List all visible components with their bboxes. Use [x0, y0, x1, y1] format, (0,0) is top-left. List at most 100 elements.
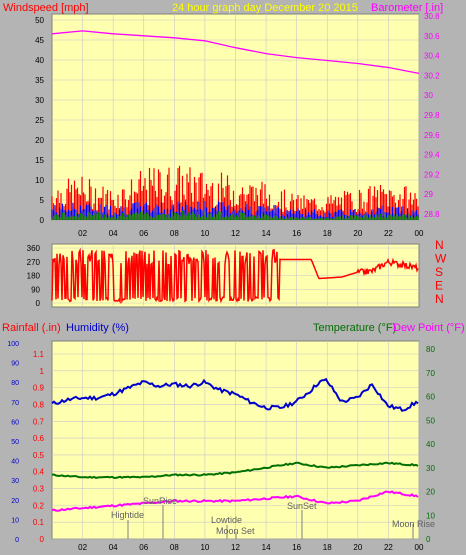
wind-tick: 15: [35, 156, 44, 165]
barometer-label: Barometer [.in]: [371, 2, 443, 14]
x-tick: 18: [323, 543, 332, 552]
direction-axis-ticks: 360 270 180 90 0: [27, 244, 41, 308]
wind-tick: 30: [35, 96, 44, 105]
wind-tick: 35: [35, 76, 44, 85]
rainfall-tick: 1: [40, 367, 45, 376]
x-tick: 00: [415, 229, 424, 238]
temperature-tick: 70: [426, 369, 435, 378]
humidity-tick: 20: [11, 498, 19, 505]
barometer-tick: 30.6: [424, 32, 440, 41]
x-tick: 00: [415, 543, 424, 552]
humidity-tick: 70: [11, 400, 19, 407]
rainfall-tick: 0.9: [33, 384, 45, 393]
wind-tick: 5: [40, 196, 45, 205]
compass-label: N: [435, 238, 444, 252]
rainfall-tick: 0.6: [33, 434, 45, 443]
humidity-tick: 30: [11, 478, 19, 485]
temperature-tick: 10: [426, 511, 435, 520]
rainfall-axis-ticks: 1.1 1 0.9 0.8 0.7 0.6 0.5 0.4 0.3 0.2 0.1 0: [33, 350, 45, 544]
x-tick: 02: [78, 543, 87, 552]
humidity-line: [51, 377, 419, 412]
x-tick: 16: [292, 229, 301, 238]
temperature-tick: 80: [426, 345, 435, 354]
temperature-tick: 0: [426, 535, 431, 544]
x-tick: 04: [109, 543, 118, 552]
compass-label: N: [435, 292, 444, 306]
x-tick: 14: [262, 229, 271, 238]
temperature-tick: 50: [426, 416, 435, 425]
bottom-x-axis-ticks: 02 04 06 08 10 12 14 16 18 20 22 00: [78, 543, 424, 552]
wind-tick: 45: [35, 36, 44, 45]
barometer-line: [51, 30, 420, 75]
wind-grid: [52, 14, 420, 221]
rainfall-tick: 0.8: [33, 400, 45, 409]
sunrise-label: SunRise: [143, 496, 177, 506]
humidity-label: Humidity (%): [66, 322, 129, 334]
dewpoint-label: Dew Point (°F): [393, 322, 465, 334]
x-tick: 06: [139, 229, 148, 238]
barometer-tick: 30: [424, 91, 433, 100]
x-tick: 06: [139, 543, 148, 552]
barometer-tick: 29.8: [424, 111, 440, 120]
x-tick: 20: [353, 229, 362, 238]
barometer-tick: 28.8: [424, 210, 440, 219]
x-tick: 08: [170, 229, 179, 238]
direction-line: [51, 247, 419, 305]
x-tick: 10: [200, 543, 209, 552]
wind-bars: [51, 165, 419, 220]
x-tick: 02: [78, 229, 87, 238]
rainfall-tick: 0.7: [33, 417, 45, 426]
temperature-line: [51, 461, 419, 479]
rainfall-tick: 0.1: [33, 518, 45, 527]
wind-tick: 0: [40, 216, 45, 225]
x-tick: 04: [109, 229, 118, 238]
barometer-tick: 29: [424, 190, 433, 199]
humidity-tick: 60: [11, 419, 19, 426]
top-x-axis-ticks: 02 04 06 08 10 12 14 16 18 20 22 00: [78, 229, 424, 238]
humidity-tick: 90: [11, 361, 19, 368]
hightide-label: Hightide: [111, 510, 144, 520]
temperature-tick: 20: [426, 488, 435, 497]
x-tick: 08: [170, 543, 179, 552]
barometer-tick: 29.2: [424, 170, 440, 179]
temperature-tick: 30: [426, 464, 435, 473]
x-tick: 22: [384, 229, 393, 238]
direction-tick: 360: [27, 244, 41, 253]
barometer-tick: 30.8: [424, 12, 440, 21]
rainfall-tick: 1.1: [33, 350, 45, 359]
lowtide-label: Lowtide: [211, 515, 242, 525]
wind-tick: 40: [35, 56, 44, 65]
humidity-tick: 40: [11, 459, 19, 466]
moonrise-label: Moon Rise: [392, 519, 435, 529]
barometer-axis-ticks: 30.8 30.6 30.4 30.2 30 29.8 29.6 29.4 29.2 29 28.8: [424, 12, 440, 219]
rainfall-tick: 0: [40, 535, 45, 544]
barometer-tick: 29.6: [424, 131, 440, 140]
barometer-tick: 30.2: [424, 71, 440, 80]
barometer-tick: 29.4: [424, 151, 440, 160]
humidity-tick: 100: [7, 341, 19, 348]
humidity-tick: 0: [15, 537, 19, 544]
sunset-label: SunSet: [287, 501, 317, 511]
wind-tick: 20: [35, 136, 44, 145]
temperature-tick: 60: [426, 393, 435, 402]
x-tick: 20: [353, 543, 362, 552]
wind-tick: 25: [35, 116, 44, 125]
rainfall-tick: 0.3: [33, 485, 45, 494]
x-tick: 12: [231, 543, 240, 552]
humidity-tick: 50: [11, 439, 19, 446]
temperature-axis-ticks: 80 70 60 50 40 30 20 10 0: [426, 345, 435, 544]
temperature-tick: 40: [426, 440, 435, 449]
x-tick: 16: [292, 543, 301, 552]
dewpoint-line: [51, 490, 419, 512]
rainfall-label: Rainfall (.in): [2, 322, 61, 334]
rainfall-tick: 0.2: [33, 501, 45, 510]
humidity-tick: 80: [11, 380, 19, 387]
graph-title: 24 hour graph day December 20 2015: [172, 2, 358, 14]
temperature-label: Temperature (°F): [313, 322, 396, 334]
direction-tick: 180: [27, 272, 41, 281]
